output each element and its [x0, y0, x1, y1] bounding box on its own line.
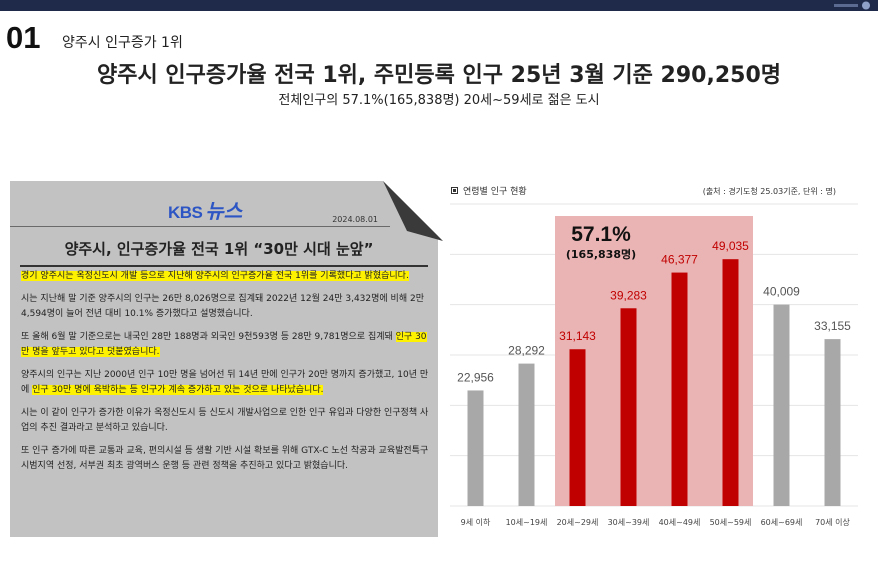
bar [722, 259, 739, 506]
page-title: 양주시 인구증가율 전국 1위, 주민등록 인구 25년 3월 기준 290,2… [96, 63, 781, 88]
news-paragraph: 경기 양주시는 옥정신도시 개발 등으로 지난해 양주시의 인구증가율 전국 1… [21, 269, 431, 284]
news-text: 양주시의 인구는 지난 2000년 인구 10만 명을 넘어선 뒤 14년 만에… [21, 370, 429, 395]
top-bar [0, 0, 878, 11]
data-label: 49,035 [712, 239, 749, 253]
age-population-bar-chart: 57.1%(165,838명) 22,956 9세 이하 28,292 10세~19세 3… [450, 203, 858, 527]
data-label: 46,377 [661, 253, 698, 267]
x-tick-label: 10세~19세 [506, 518, 548, 527]
chart-title-text: 연령별 인구 현황 [463, 187, 527, 197]
page-subtitle: 전체인구의 57.1%(165,838명) 20세~59세로 젊은 도시 [278, 93, 600, 108]
data-label: 22,956 [457, 370, 494, 384]
data-label: 31,143 [559, 329, 596, 343]
bar [569, 349, 586, 506]
page-fold-corner [383, 181, 443, 241]
divider [10, 226, 390, 227]
bar [671, 272, 688, 506]
news-paragraph: 시는 지난해 말 기준 양주시의 인구는 26만 8,026명으로 집계돼 20… [21, 294, 424, 319]
chart-title: 연령별 인구 현황 [451, 184, 527, 197]
section-title: 양주시 인구증가 1위 [62, 35, 183, 51]
square-bullet-icon [451, 187, 458, 194]
logo-kbs-text: KBS [168, 203, 203, 222]
news-date: 2024.08.01 [332, 215, 378, 224]
x-tick-label: 60세~69세 [761, 518, 803, 527]
bar [518, 363, 535, 506]
news-text: 또 올해 6월 말 기준으로는 내국인 28만 188명과 외국인 9천593명… [21, 332, 396, 342]
bar [824, 339, 841, 506]
x-tick-label: 70세 이상 [815, 517, 850, 527]
news-paragraph: 시는 이 같이 인구가 증가한 이유가 옥정신도시 등 신도시 개발사업으로 인… [21, 408, 429, 433]
data-label: 40,009 [763, 285, 800, 299]
kbs-news-logo: KBS 뉴스 [168, 195, 243, 223]
highlight-band [555, 216, 753, 506]
bar [773, 304, 790, 506]
highlight-annotation-sub: (165,838명) [566, 247, 636, 261]
news-body: 경기 양주시는 옥정신도시 개발 등으로 지난해 양주시의 인구증가율 전국 1… [21, 269, 431, 482]
x-tick-label: 20세~29세 [557, 518, 599, 527]
highlight-annotation: 57.1% [571, 223, 631, 246]
data-label: 33,155 [814, 319, 851, 333]
chart-source: (출처 : 경기도청 25.03기준, 단위 : 명) [702, 187, 836, 196]
city-logo-icon [834, 1, 870, 10]
section-number: 01 [6, 20, 41, 55]
news-headline: 양주시, 인구증가율 전국 1위 “30만 시대 눈앞” [64, 240, 374, 258]
news-clipping: KBS 뉴스 2024.08.01 양주시, 인구증가율 전국 1위 “30만 시… [10, 181, 443, 537]
divider [20, 265, 428, 267]
highlighted-text: 인구 30만 명에 육박하는 등 인구가 계속 증가하고 있는 것으로 나타났습… [32, 385, 324, 395]
logo-news-text: 뉴스 [205, 199, 243, 223]
x-tick-label: 40세~49세 [659, 518, 701, 527]
news-paragraph: 또 인구 증가에 따른 교통과 교육, 편의시설 등 생활 기반 시설 확보를 … [21, 446, 429, 471]
highlighted-text: 경기 양주시는 옥정신도시 개발 등으로 지난해 양주시의 인구증가율 전국 1… [21, 271, 409, 281]
x-tick-label: 50세~59세 [710, 518, 752, 527]
news-paragraph: 양주시의 인구는 지난 2000년 인구 10만 명을 넘어선 뒤 14년 만에… [21, 368, 431, 398]
bar [620, 308, 637, 506]
data-label: 28,292 [508, 344, 545, 358]
data-label: 39,283 [610, 288, 647, 302]
bar [467, 390, 484, 506]
news-paragraph: 또 올해 6월 말 기준으로는 내국인 28만 188명과 외국인 9천593명… [21, 330, 431, 360]
x-tick-label: 9세 이하 [461, 517, 491, 527]
x-tick-label: 30세~39세 [608, 518, 650, 527]
